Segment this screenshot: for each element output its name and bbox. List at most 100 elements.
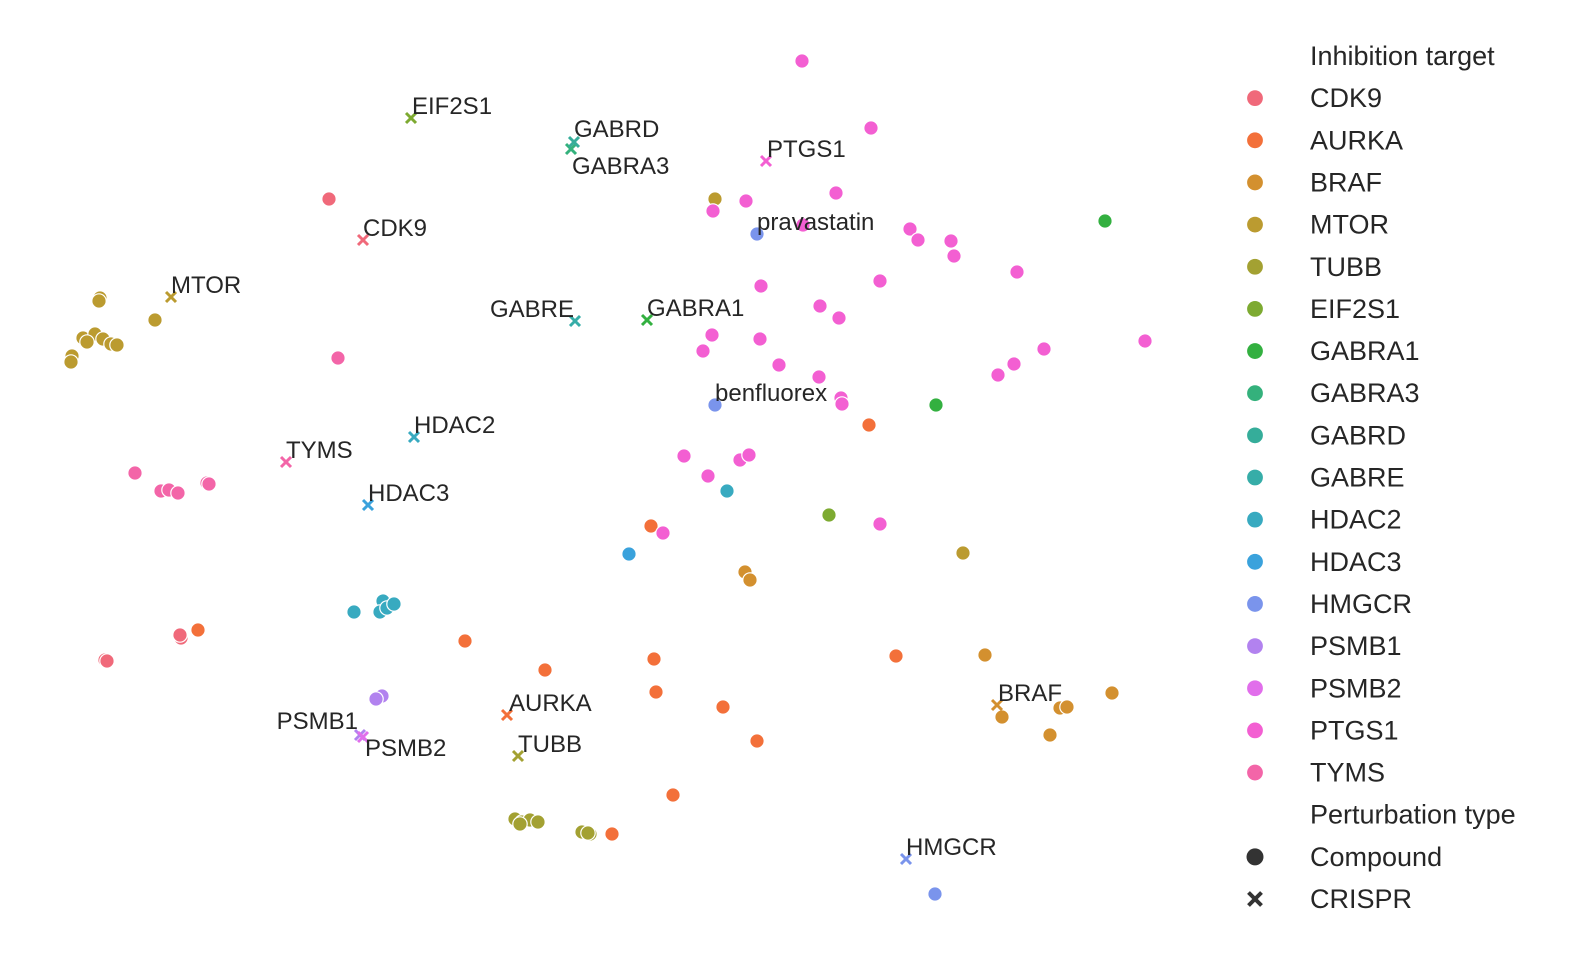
- point-gabra1-compound: [928, 397, 944, 413]
- legend-marker: [1245, 173, 1265, 192]
- legend-item-braf: BRAF: [1245, 167, 1382, 197]
- point-ptgs1-compound: [946, 248, 962, 264]
- legend-item-gabra3: GABRA3: [1245, 378, 1420, 408]
- point-eif2s1-crispr: [404, 111, 418, 125]
- legend-marker: [1245, 510, 1265, 529]
- point-ptgs1-compound: [811, 369, 827, 385]
- point-ptgs1-compound: [834, 396, 850, 412]
- point-braf-compound: [1059, 699, 1075, 715]
- point-cdk9-compound: [172, 627, 188, 643]
- point-aurka-compound: [643, 518, 659, 534]
- point-aurka-compound: [537, 662, 553, 678]
- legend-marker: [1245, 384, 1265, 403]
- point-gabra1-compound: [1097, 213, 1113, 229]
- point-tubb-crispr: [511, 749, 525, 763]
- point-ptgs1-compound: [695, 343, 711, 359]
- point-mtor-compound: [109, 337, 125, 353]
- point-hdac2-crispr: [407, 430, 421, 444]
- point-tyms-compound: [127, 465, 143, 481]
- point-aurka-compound: [715, 699, 731, 715]
- legend-item-psmb1: PSMB1: [1245, 631, 1402, 661]
- legend-label: PSMB2: [1310, 673, 1402, 703]
- point-mtor-compound: [91, 293, 107, 309]
- legend-marker-x: [1247, 891, 1263, 907]
- legend-label: TUBB: [1310, 252, 1382, 282]
- point-label-gabra3: GABRA3: [572, 153, 669, 180]
- legend-item-psmb2: PSMB2: [1245, 673, 1402, 703]
- point-ptgs1-compound: [738, 193, 754, 209]
- legend-label: TYMS: [1310, 758, 1385, 788]
- legend-label: HDAC3: [1310, 547, 1402, 577]
- legend-marker-circle: [1246, 848, 1264, 866]
- legend-label: GABRE: [1310, 463, 1405, 493]
- point-label-hdac2: HDAC2: [414, 412, 495, 439]
- point-ptgs1-compound: [655, 525, 671, 541]
- legend-marker: [1245, 763, 1265, 782]
- legend-marker: [1245, 89, 1265, 108]
- point-gabra3-crispr: [564, 142, 578, 156]
- point-tubb-compound: [580, 825, 596, 841]
- point-hdac2-compound: [386, 596, 402, 612]
- plot-area: [63, 53, 1153, 902]
- legend-label: GABRA3: [1310, 378, 1420, 408]
- legend-marker: [1245, 257, 1265, 276]
- point-ptgs1-compound: [795, 217, 811, 233]
- point-label-aurka: AURKA: [509, 690, 592, 717]
- point-tubb-compound: [512, 816, 528, 832]
- point-eif2s1-compound: [821, 507, 837, 523]
- point-label-eif2s1: EIF2S1: [412, 93, 492, 120]
- point-hmgcr-compound: [707, 397, 723, 413]
- legend-label: MTOR: [1310, 210, 1389, 240]
- legend-label: Compound: [1310, 842, 1442, 872]
- point-mtor-crispr: [164, 290, 178, 304]
- point-psmb2-crispr: [356, 730, 370, 744]
- point-aurka-compound: [749, 733, 765, 749]
- point-label-hdac3: HDAC3: [368, 480, 449, 507]
- point-label-gabra1: GABRA1: [647, 295, 744, 322]
- point-cdk9-compound: [321, 191, 337, 207]
- point-ptgs1-compound: [705, 203, 721, 219]
- point-tyms-compound: [170, 485, 186, 501]
- legend-marker: [1245, 215, 1265, 234]
- point-label-ptgs1: PTGS1: [767, 136, 846, 163]
- legend-label: HDAC2: [1310, 505, 1402, 535]
- legend-item-gabre: GABRE: [1245, 463, 1405, 493]
- point-label-psmb1: PSMB1: [277, 708, 358, 735]
- point-aurka-compound: [665, 787, 681, 803]
- point-hmgcr-crispr: [899, 852, 913, 866]
- point-ptgs1-crispr: [759, 154, 773, 168]
- point-label-cdk9: CDK9: [363, 215, 427, 242]
- legend-label: GABRA1: [1310, 336, 1420, 366]
- point-braf-compound: [1104, 685, 1120, 701]
- point-tyms-crispr: [279, 455, 293, 469]
- legend-label: CDK9: [1310, 83, 1382, 113]
- annotation-benfluorex: benfluorex: [715, 380, 827, 407]
- legend-item-hdac3: HDAC3: [1245, 547, 1402, 577]
- point-hdac3-compound: [621, 546, 637, 562]
- point-cdk9-compound: [99, 653, 115, 669]
- legend-item-crispr: CRISPR: [1247, 884, 1412, 914]
- legend-label: HMGCR: [1310, 589, 1412, 619]
- legend-item-eif2s1: EIF2S1: [1245, 294, 1400, 324]
- legend-item-compound: Compound: [1246, 842, 1442, 872]
- legend-label: EIF2S1: [1310, 294, 1400, 324]
- point-braf-crispr: [990, 698, 1004, 712]
- legend: Inhibition target CDK9 AURKA BRAF MTOR TUBB EI…: [1245, 41, 1516, 914]
- point-ptgs1-compound: [872, 273, 888, 289]
- point-ptgs1-compound: [752, 331, 768, 347]
- legend-title-inhibition-target: Inhibition target: [1310, 41, 1495, 71]
- legend-label: AURKA: [1310, 125, 1403, 155]
- point-hdac2-compound: [719, 483, 735, 499]
- legend-item-tyms: TYMS: [1245, 758, 1385, 788]
- point-mtor-compound: [79, 334, 95, 350]
- legend-marker: [1245, 341, 1265, 361]
- point-tyms-compound: [330, 350, 346, 366]
- point-mtor-compound: [63, 354, 79, 370]
- point-ptgs1-compound: [831, 310, 847, 326]
- point-ptgs1-compound: [812, 298, 828, 314]
- point-label-hmgcr: HMGCR: [906, 834, 997, 861]
- point-aurka-compound: [648, 684, 664, 700]
- point-label-braf: BRAF: [998, 680, 1062, 707]
- legend-marker: [1245, 552, 1265, 571]
